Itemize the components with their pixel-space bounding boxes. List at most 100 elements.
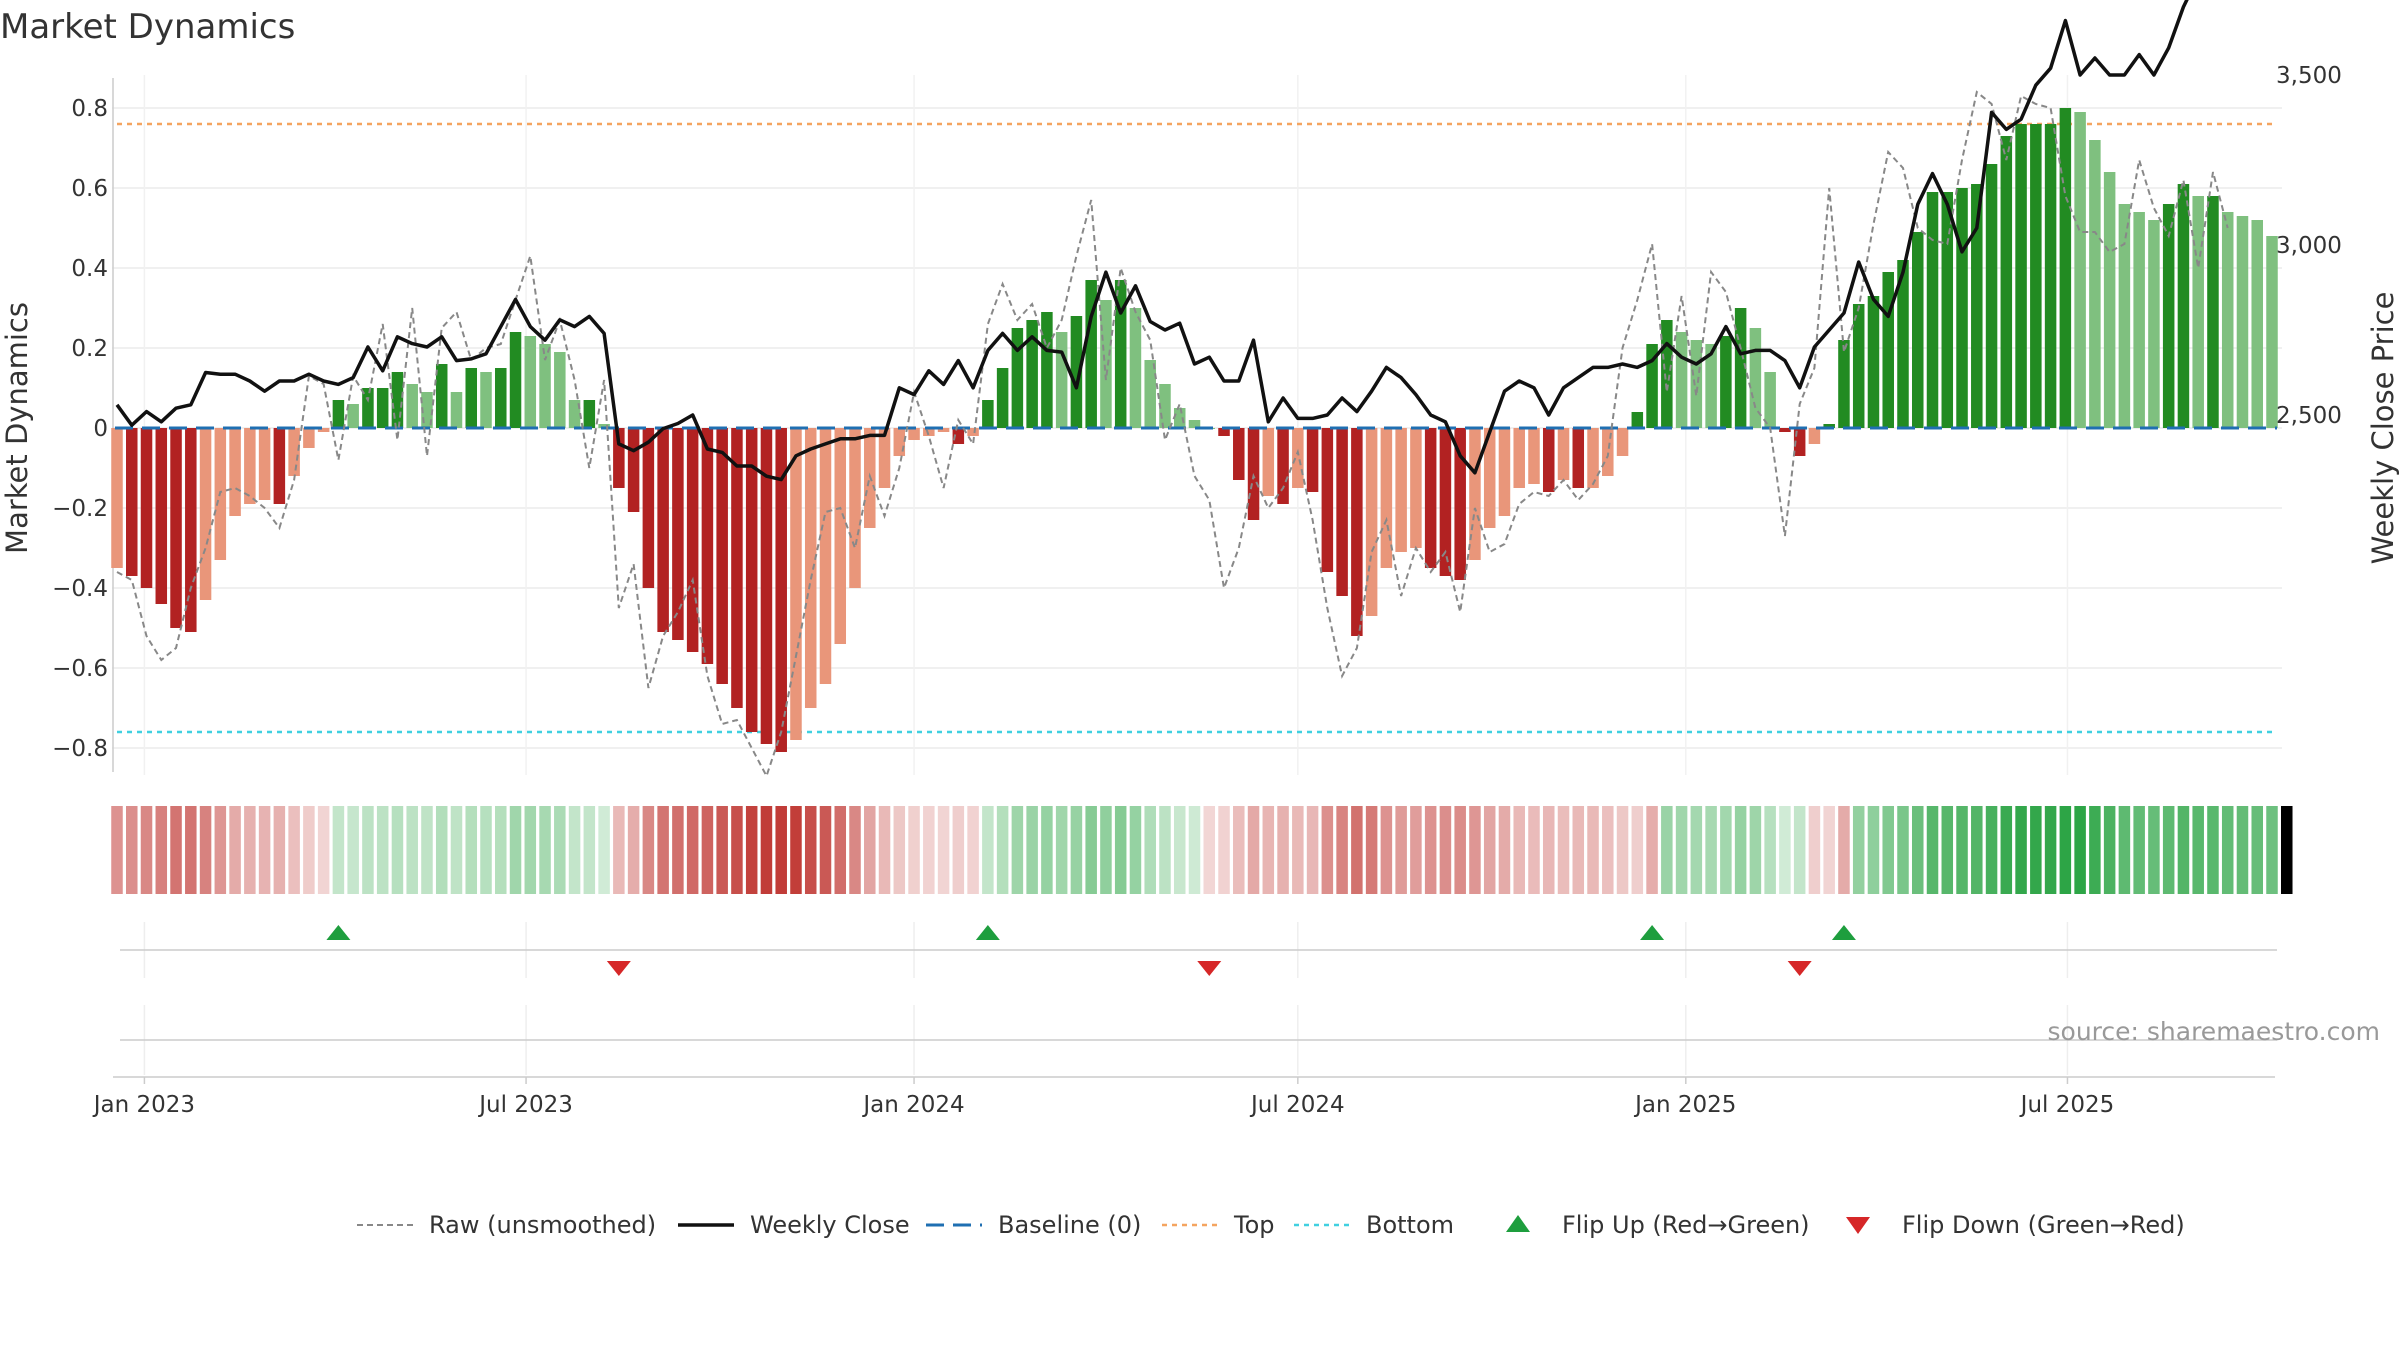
dynamics-bar xyxy=(495,368,507,428)
regime-cell xyxy=(967,806,979,894)
dynamics-bar xyxy=(568,400,581,428)
regime-cell xyxy=(1203,806,1216,894)
dynamics-bar xyxy=(760,428,773,744)
left-tick-label: 0 xyxy=(93,416,108,442)
regime-cell xyxy=(1690,806,1703,894)
regime-cell xyxy=(716,806,728,894)
dynamics-bar xyxy=(435,364,448,428)
dynamics-bar xyxy=(775,428,787,752)
regime-cell xyxy=(2177,806,2190,894)
dynamics-bar xyxy=(1911,232,1924,428)
regime-cell xyxy=(126,806,138,894)
dynamics-bar xyxy=(878,428,891,488)
dynamics-bar xyxy=(1395,428,1407,552)
regime-cell xyxy=(2133,806,2145,894)
dynamics-bar xyxy=(465,368,478,428)
dynamics-bar xyxy=(1690,340,1703,428)
regime-strip xyxy=(111,806,2293,894)
dynamics-bar xyxy=(288,428,300,476)
dynamics-bar xyxy=(155,428,168,604)
regime-cell xyxy=(244,806,256,894)
dynamics-bar xyxy=(1720,336,1732,428)
regime-cell xyxy=(1911,806,1924,894)
regime-cell xyxy=(1513,806,1525,894)
dynamics-bar xyxy=(421,392,433,428)
regime-cell xyxy=(495,806,507,894)
dynamics-bar xyxy=(1956,188,1968,428)
regime-cell xyxy=(140,806,153,894)
dynamics-bar xyxy=(701,428,714,664)
left-tick-label: 0.2 xyxy=(71,336,108,362)
regime-cell xyxy=(155,806,168,894)
left-tick-label: 0.4 xyxy=(71,256,108,282)
dynamics-bar xyxy=(1542,428,1555,492)
dynamics-bar xyxy=(391,372,404,428)
dynamics-bar xyxy=(170,428,182,628)
regime-cell xyxy=(1365,806,1378,894)
regime-cell xyxy=(1882,806,1894,894)
legend-swatch-flipdown xyxy=(1846,1217,1870,1234)
regime-cell xyxy=(1070,806,1083,894)
dynamics-bar xyxy=(376,388,389,428)
regime-cell xyxy=(1173,806,1186,894)
dynamics-bar xyxy=(2251,220,2263,428)
regime-cell xyxy=(1114,806,1127,894)
dynamics-bar xyxy=(672,428,684,640)
regime-cell xyxy=(1055,806,1068,894)
regime-cell xyxy=(1144,806,1156,894)
regime-cell xyxy=(2148,806,2160,894)
dynamics-bar xyxy=(1041,312,1053,428)
source-note: source: sharemaestro.com xyxy=(2048,1017,2381,1046)
regime-cell xyxy=(923,806,935,894)
flip-down-marker xyxy=(1787,961,1812,976)
threshold-lines xyxy=(117,122,2277,734)
regime-cell xyxy=(1218,806,1230,894)
regime-cell xyxy=(539,806,551,894)
dynamics-bar xyxy=(1026,320,1038,428)
regime-cell xyxy=(598,806,610,894)
regime-cell xyxy=(111,806,123,894)
regime-cell xyxy=(1292,806,1304,894)
regime-cell xyxy=(908,806,920,894)
dynamics-bar xyxy=(1631,412,1644,428)
regime-cell xyxy=(2118,806,2131,894)
dynamics-bar xyxy=(1897,260,1909,428)
dynamics-bar xyxy=(1188,420,1201,428)
dynamics-bar xyxy=(1867,296,1880,428)
dynamics-bar xyxy=(1926,192,1939,428)
dynamics-bar xyxy=(2133,212,2145,428)
regime-cell xyxy=(1631,806,1644,894)
dynamics-bar xyxy=(642,428,655,588)
regime-cell xyxy=(1852,806,1865,894)
flip-down-marker xyxy=(1197,961,1222,976)
dynamics-bar xyxy=(1100,300,1112,428)
regime-cell xyxy=(317,806,330,894)
legend-swatch-flipup xyxy=(1506,1215,1530,1232)
dynamics-bar xyxy=(1336,428,1348,596)
right-tick-label: 3,500 xyxy=(2276,63,2342,89)
dynamics-bar xyxy=(834,428,847,644)
dynamics-bar xyxy=(332,400,345,428)
dynamics-bar xyxy=(686,428,699,652)
right-tick-label: 2,500 xyxy=(2276,403,2342,429)
raw-line xyxy=(116,90,2229,779)
legend-item-flipup: Flip Up (Red→Green) xyxy=(1506,1211,1810,1239)
chart-title: Market Dynamics xyxy=(0,7,295,47)
dynamics-bar xyxy=(1173,408,1186,428)
left-tick-label: −0.8 xyxy=(52,736,108,762)
dynamics-bars xyxy=(111,108,2278,752)
dynamics-bar xyxy=(790,428,802,740)
dynamics-bar xyxy=(2192,196,2204,428)
dynamics-bar xyxy=(598,424,610,428)
dynamics-bar xyxy=(804,428,817,708)
regime-cell xyxy=(435,806,448,894)
regime-cell xyxy=(347,806,359,894)
dynamics-bar xyxy=(1808,428,1821,444)
regime-cell xyxy=(701,806,714,894)
regime-cell xyxy=(1661,806,1673,894)
regime-cell xyxy=(982,806,994,894)
regime-cell xyxy=(937,806,950,894)
regime-cell xyxy=(1646,806,1658,894)
regime-cell xyxy=(878,806,891,894)
dynamics-bar xyxy=(317,428,330,432)
